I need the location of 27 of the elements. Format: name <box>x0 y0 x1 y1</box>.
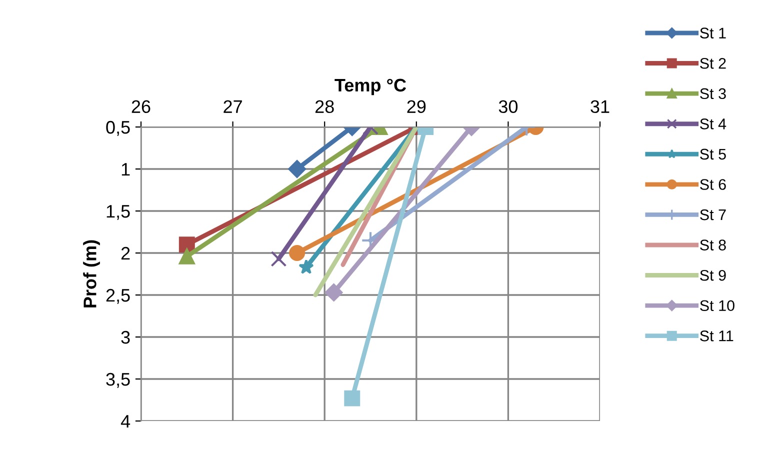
x-tick-label: 26 <box>132 100 150 114</box>
legend-label: St 5 <box>700 148 726 160</box>
y-tick-label: 0,5 <box>106 120 130 136</box>
y-tick-label: 3,5 <box>106 372 130 388</box>
x-tick-label: 30 <box>498 100 518 114</box>
y-axis-title: Prof (m) <box>83 240 100 308</box>
y-tick-label: 1,5 <box>106 205 130 220</box>
legend-label: St 10 <box>700 300 734 312</box>
legend-label: St 6 <box>700 179 726 190</box>
legend-label: St 9 <box>700 270 726 281</box>
x-axis-title: Temp °C <box>334 78 406 96</box>
x-tick-label: 28 <box>315 100 334 114</box>
y-tick-label: 4 <box>120 415 130 428</box>
legend-label: St 1 <box>700 28 726 38</box>
legend-label: St 7 <box>700 209 726 220</box>
legend-label: St 2 <box>700 58 726 69</box>
y-tick-label: 3 <box>121 330 130 344</box>
y-tick-label: 1 <box>122 163 130 176</box>
legend-label: St 8 <box>700 240 726 250</box>
y-tick-label: 2 <box>121 246 130 260</box>
x-tick-label: 29 <box>407 100 426 114</box>
x-tick-label: 27 <box>224 100 242 113</box>
legend-label: St 3 <box>700 88 726 100</box>
legend-label: St 11 <box>700 330 734 342</box>
x-tick-label: 31 <box>590 100 610 114</box>
legend-label: St 4 <box>700 118 726 130</box>
y-tick-label: 2,5 <box>106 288 130 304</box>
